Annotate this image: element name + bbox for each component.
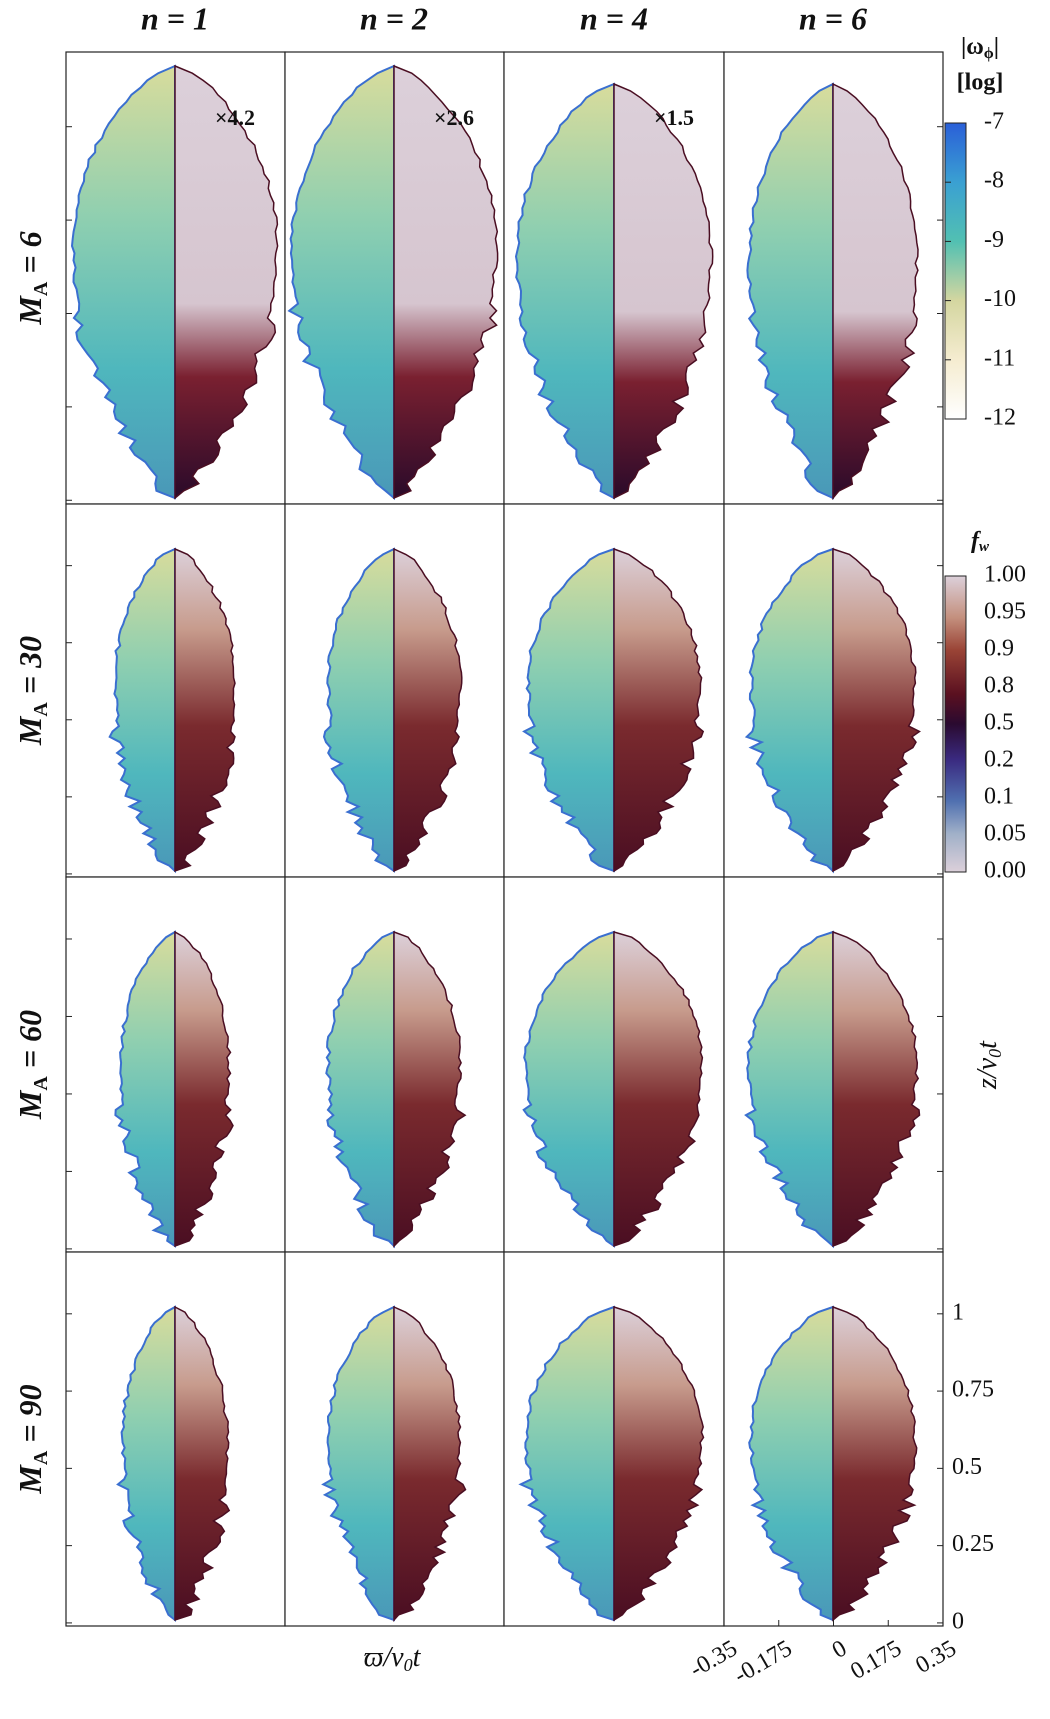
row-label: MA = 6 bbox=[12, 231, 51, 325]
vorticity-half bbox=[518, 1305, 615, 1622]
colorbar-title: |ωϕ| bbox=[961, 34, 999, 62]
y-tick-label: 0 bbox=[952, 1608, 964, 1634]
vorticity-half bbox=[325, 930, 395, 1249]
vorticity-half bbox=[108, 547, 176, 874]
colorbar-fraction bbox=[944, 575, 967, 873]
fraction-half bbox=[174, 547, 236, 873]
vorticity-half bbox=[114, 930, 176, 1248]
fraction-half bbox=[613, 82, 714, 500]
y-tick-label: 0.75 bbox=[952, 1377, 994, 1403]
fraction-half bbox=[393, 64, 499, 500]
colorbar-tick-label: 0.95 bbox=[984, 599, 1026, 625]
y-tick-label: 1 bbox=[952, 1299, 964, 1325]
row-label: MA = 90 bbox=[12, 1384, 51, 1494]
colorbar-tick-label: 0.5 bbox=[984, 710, 1014, 736]
colorbar-tick-label: 0.05 bbox=[984, 821, 1026, 847]
vorticity-half bbox=[744, 547, 834, 874]
row-label-symbol: M bbox=[12, 1464, 48, 1495]
colorbar-tick-label: 0.00 bbox=[984, 858, 1026, 884]
fraction-half bbox=[832, 82, 919, 501]
scale-factor: ×2.6 bbox=[434, 105, 474, 130]
vorticity-half bbox=[321, 1305, 395, 1622]
colorbar-tick-label: -7 bbox=[984, 109, 1004, 135]
colorbar-tick-label: 0.8 bbox=[984, 673, 1014, 699]
y-tick-label: 0.25 bbox=[952, 1531, 994, 1557]
fraction-half bbox=[832, 1305, 918, 1622]
colorbar-tick-label: -12 bbox=[984, 405, 1016, 431]
panels bbox=[65, 51, 944, 1627]
y-axis-label: z/v0t bbox=[972, 1040, 1005, 1090]
colorbar-tick-label: -10 bbox=[984, 286, 1016, 312]
row-label-relation: = 90 bbox=[12, 1384, 48, 1450]
vorticity-half bbox=[744, 930, 834, 1249]
vorticity-half bbox=[514, 82, 615, 500]
x-tick-label: 0.35 bbox=[911, 1635, 960, 1679]
row-label-symbol: M bbox=[12, 715, 48, 746]
colorbar-tick-label: 0.2 bbox=[984, 747, 1014, 773]
x-tick-label: -0.175 bbox=[730, 1635, 797, 1689]
row-label: MA = 30 bbox=[12, 636, 51, 746]
colorbar-tick-label: -8 bbox=[984, 168, 1004, 194]
row-label-subscript: A bbox=[30, 281, 52, 296]
scale-factor: ×1.5 bbox=[654, 105, 694, 130]
vorticity-half bbox=[287, 64, 395, 501]
fraction-half bbox=[174, 64, 279, 500]
fraction-half bbox=[832, 930, 921, 1248]
vorticity-half bbox=[522, 930, 615, 1248]
x-axis-label: ϖ/v0t bbox=[364, 1642, 422, 1675]
colorbar-tick-label: 1.00 bbox=[984, 562, 1026, 588]
row-label-symbol: M bbox=[12, 295, 48, 326]
fraction-half bbox=[393, 930, 467, 1248]
vorticity-half bbox=[748, 1305, 834, 1622]
fraction-half bbox=[832, 547, 921, 873]
row-label: MA = 60 bbox=[12, 1010, 51, 1120]
x-tick-label: 0.175 bbox=[846, 1635, 906, 1685]
column-header: n = 6 bbox=[799, 0, 867, 36]
column-header: n = 1 bbox=[141, 0, 209, 36]
fraction-half bbox=[174, 930, 234, 1248]
fraction-half bbox=[613, 930, 704, 1248]
row-label-subscript: A bbox=[30, 1076, 52, 1091]
colorbar-title: fw bbox=[971, 528, 990, 556]
column-header: n = 4 bbox=[580, 0, 648, 36]
x-tick-label: 0 bbox=[828, 1635, 851, 1664]
y-tick-label: 0.5 bbox=[952, 1454, 982, 1480]
vorticity-half bbox=[70, 64, 176, 500]
colorbar-tick-label: -9 bbox=[984, 227, 1004, 253]
colorbar-tick-label: 0.9 bbox=[984, 636, 1014, 662]
fraction-half bbox=[174, 1305, 231, 1622]
fraction-half bbox=[613, 1305, 705, 1622]
fraction-half bbox=[393, 1305, 467, 1622]
row-label-subscript: A bbox=[30, 1450, 52, 1465]
colorbar-tick-label: -11 bbox=[984, 345, 1015, 371]
colorbar-vorticity bbox=[944, 122, 967, 420]
vorticity-half bbox=[746, 82, 834, 500]
colorbar-tick-label: 0.1 bbox=[984, 784, 1014, 810]
scale-factor: ×4.2 bbox=[215, 105, 255, 130]
row-label-relation: = 60 bbox=[12, 1010, 48, 1076]
row-label-subscript: A bbox=[30, 702, 52, 717]
column-header: n = 2 bbox=[360, 0, 428, 36]
fraction-half bbox=[613, 547, 705, 873]
fraction-half bbox=[393, 547, 463, 873]
colorbar-title: [log] bbox=[957, 70, 1004, 96]
x-tick-label: -0.35 bbox=[685, 1635, 741, 1683]
row-label-symbol: M bbox=[12, 1089, 48, 1120]
vorticity-half bbox=[116, 1305, 176, 1623]
row-label-relation: = 30 bbox=[12, 636, 48, 702]
vorticity-half bbox=[322, 547, 395, 873]
row-label-relation: = 6 bbox=[12, 231, 48, 281]
vorticity-half bbox=[522, 547, 615, 873]
